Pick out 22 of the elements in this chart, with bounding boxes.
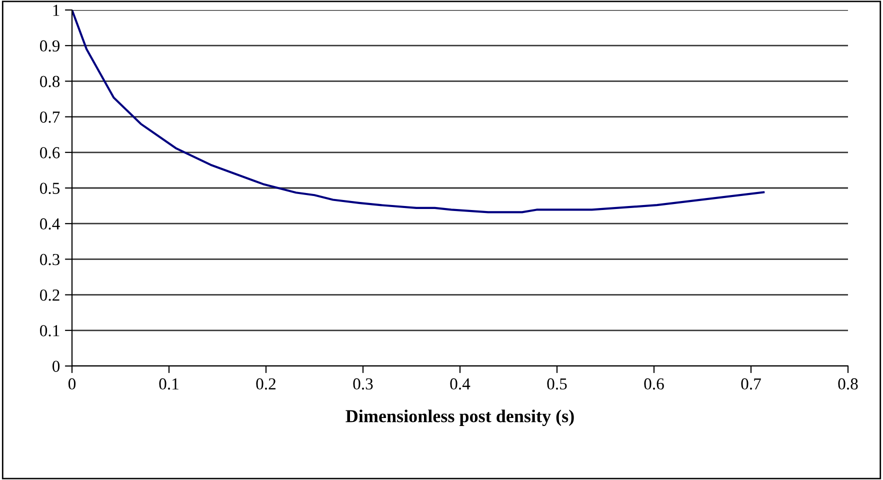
x-tick-label: 0.2 (256, 378, 276, 390)
x-tick-label: 0.6 (644, 378, 664, 390)
y-tick-label: 0.8 (40, 76, 60, 88)
x-tick-label: 0.5 (547, 378, 567, 390)
y-tick-label: 1 (53, 4, 60, 16)
x-tick-label: 0.1 (159, 378, 178, 390)
x-tick-label: 0.3 (353, 378, 373, 390)
x-tick-label: 0.4 (450, 378, 470, 390)
y-tick-label: 0.3 (40, 254, 60, 266)
y-tick-label: 0.1 (40, 325, 60, 336)
x-tick-label: 0 (68, 378, 76, 390)
y-tick-label: 0.2 (40, 290, 60, 301)
y-tick-label: 0.6 (40, 147, 60, 158)
y-tick-label: 0 (52, 360, 60, 372)
x-axis-title: Dimensionless post density (s) (346, 410, 574, 426)
y-tick-label: 0.7 (40, 112, 60, 123)
y-tick-label: 0.5 (40, 182, 60, 194)
x-tick-label: 0.7 (741, 378, 761, 390)
line-series (72, 10, 765, 214)
x-tick-label: 0.8 (838, 378, 858, 390)
y-tick-label: 0.9 (40, 40, 60, 52)
y-tick-label: 0.4 (40, 218, 60, 230)
